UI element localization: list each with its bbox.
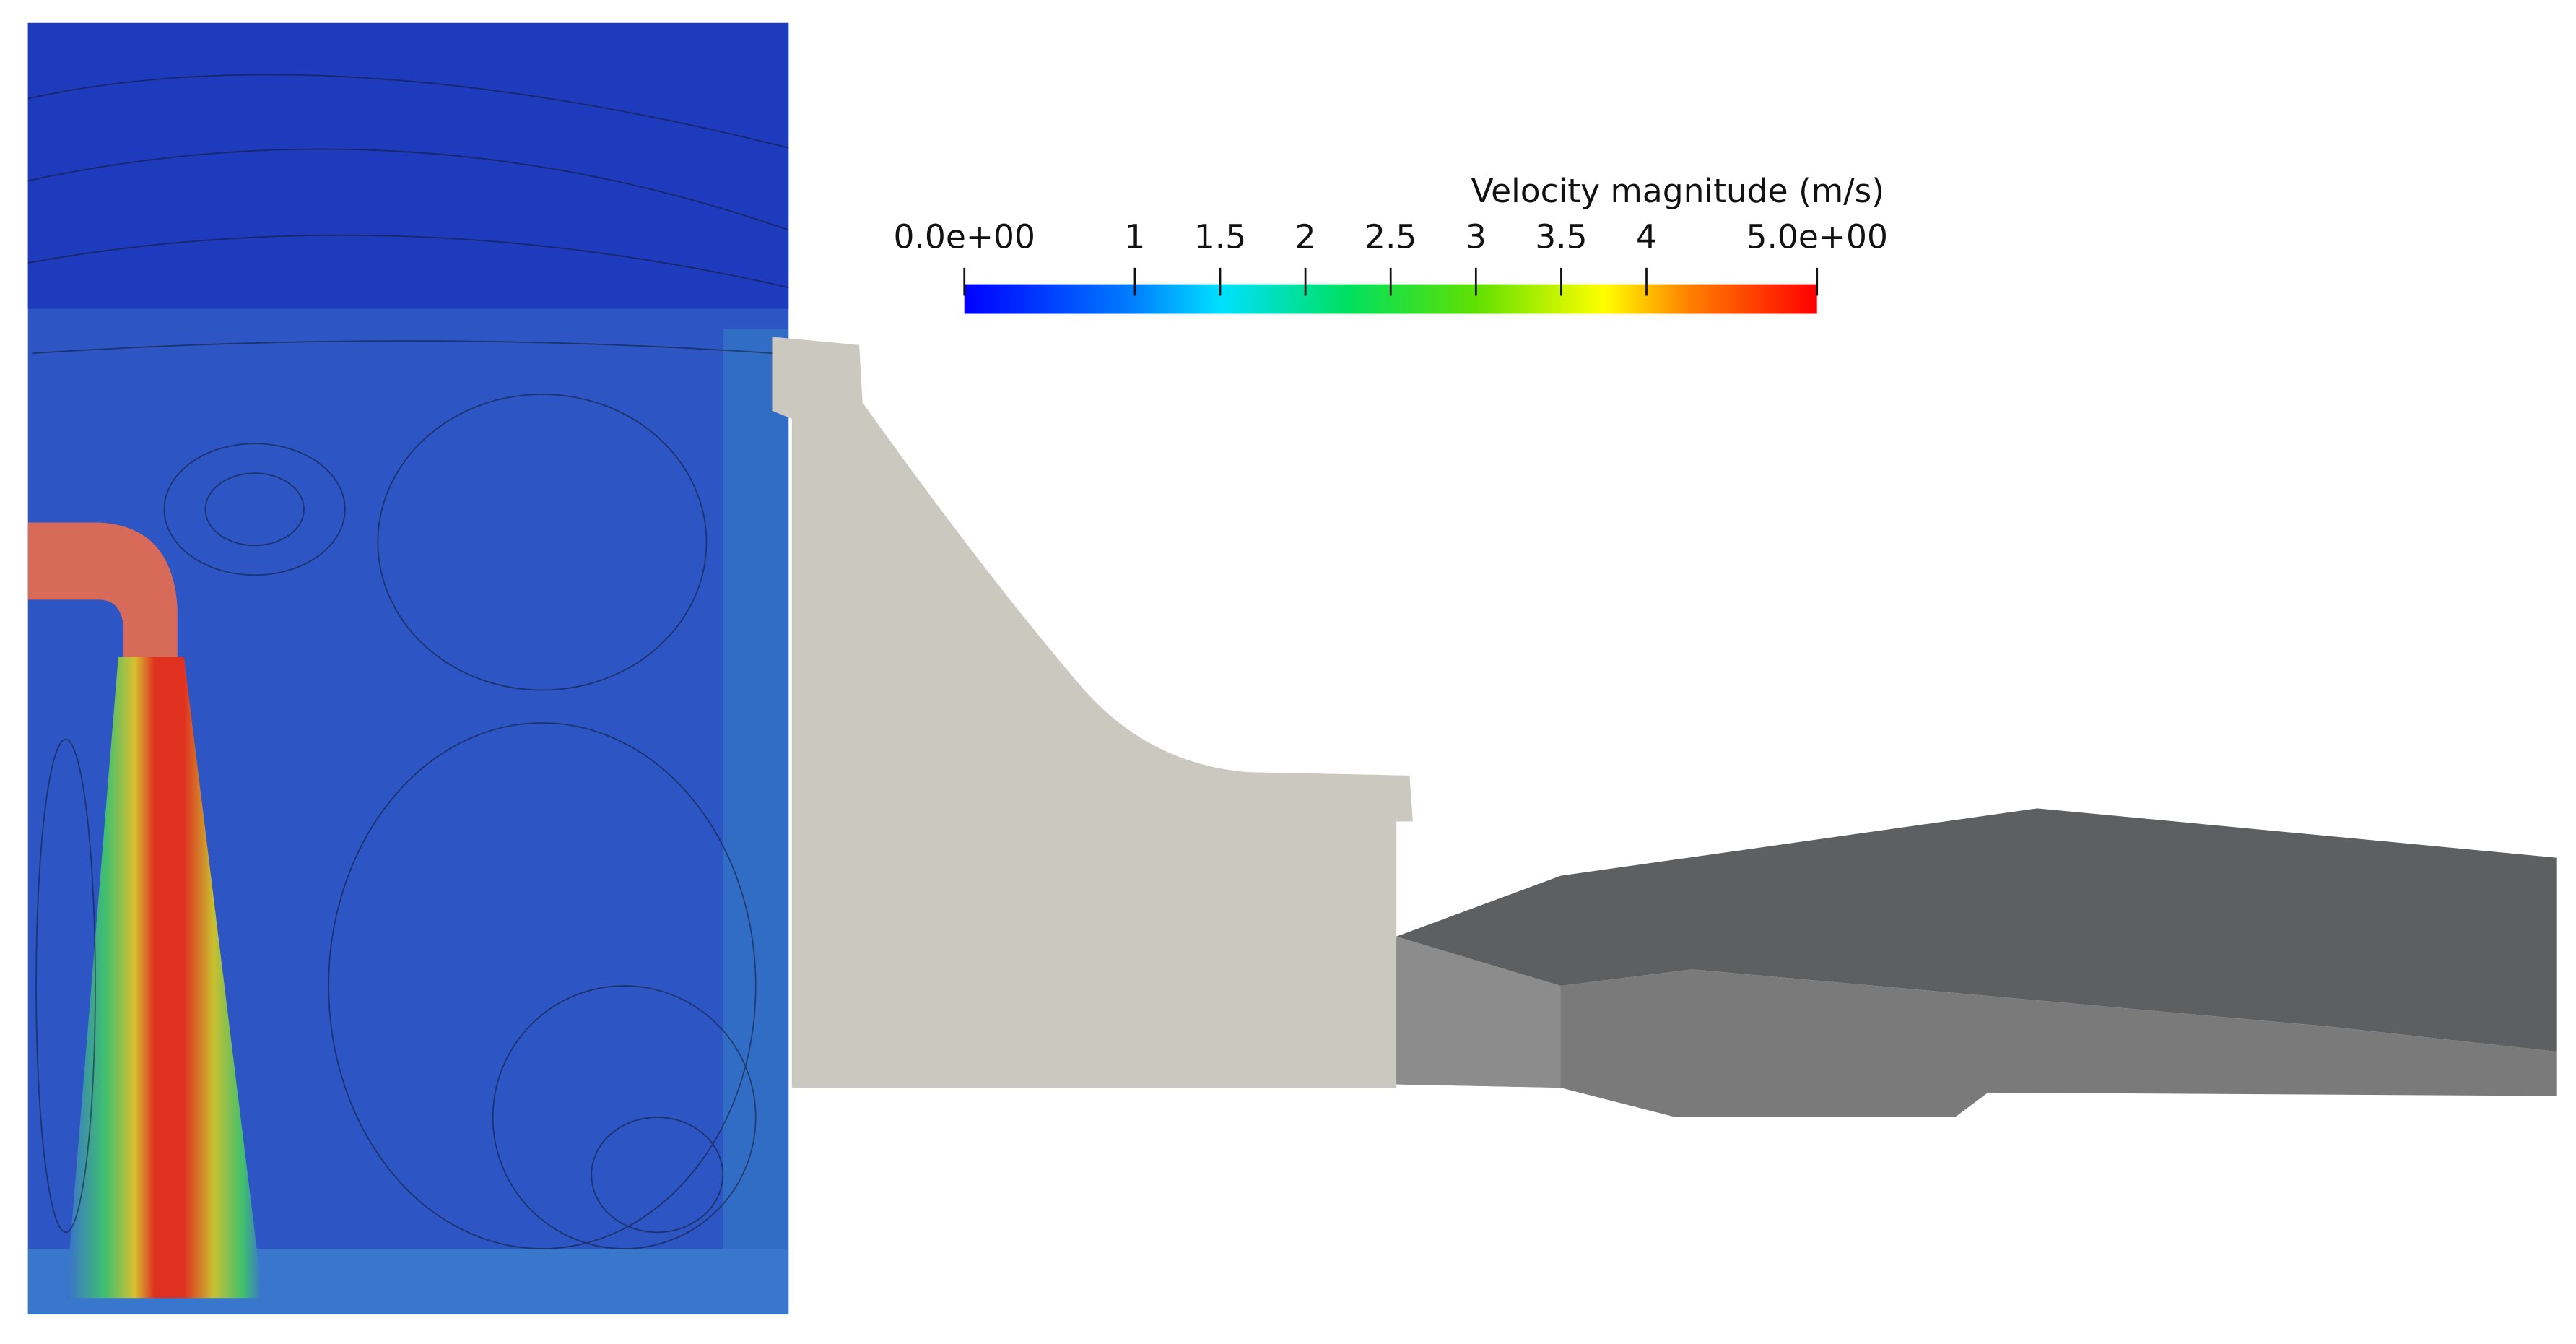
tick-label: 1.5: [1194, 218, 1246, 256]
upper-region: [27, 22, 789, 309]
downstream-channel: [1396, 808, 2557, 1118]
channel-lower: [1396, 936, 2557, 1118]
colorbar-title: Velocity magnitude (m/s): [1471, 172, 1884, 210]
inlet-pipe: [27, 522, 178, 658]
tick-label: 4: [1636, 218, 1657, 256]
jet-plume: [66, 657, 264, 1299]
tick-label: 2.5: [1365, 218, 1417, 256]
channel-upper: [1396, 808, 2557, 1052]
tick-label: 0.0e+00: [894, 218, 1035, 256]
tick-label: 3: [1466, 218, 1487, 256]
tick-label: 3.5: [1535, 218, 1587, 256]
tick-label: 1: [1124, 218, 1145, 256]
dam-structure: [772, 337, 1413, 1088]
side-flow: [723, 329, 789, 1249]
channel-face: [1396, 936, 1561, 1088]
tick-label: 5.0e+00: [1746, 218, 1888, 256]
tick-label: 2: [1295, 218, 1316, 256]
flow-domain: [27, 22, 789, 1315]
colorbar: Velocity magnitude (m/s) 0.0e+00 1 1.5 2 2.5…: [894, 172, 1888, 314]
streamlines: [27, 74, 789, 1249]
